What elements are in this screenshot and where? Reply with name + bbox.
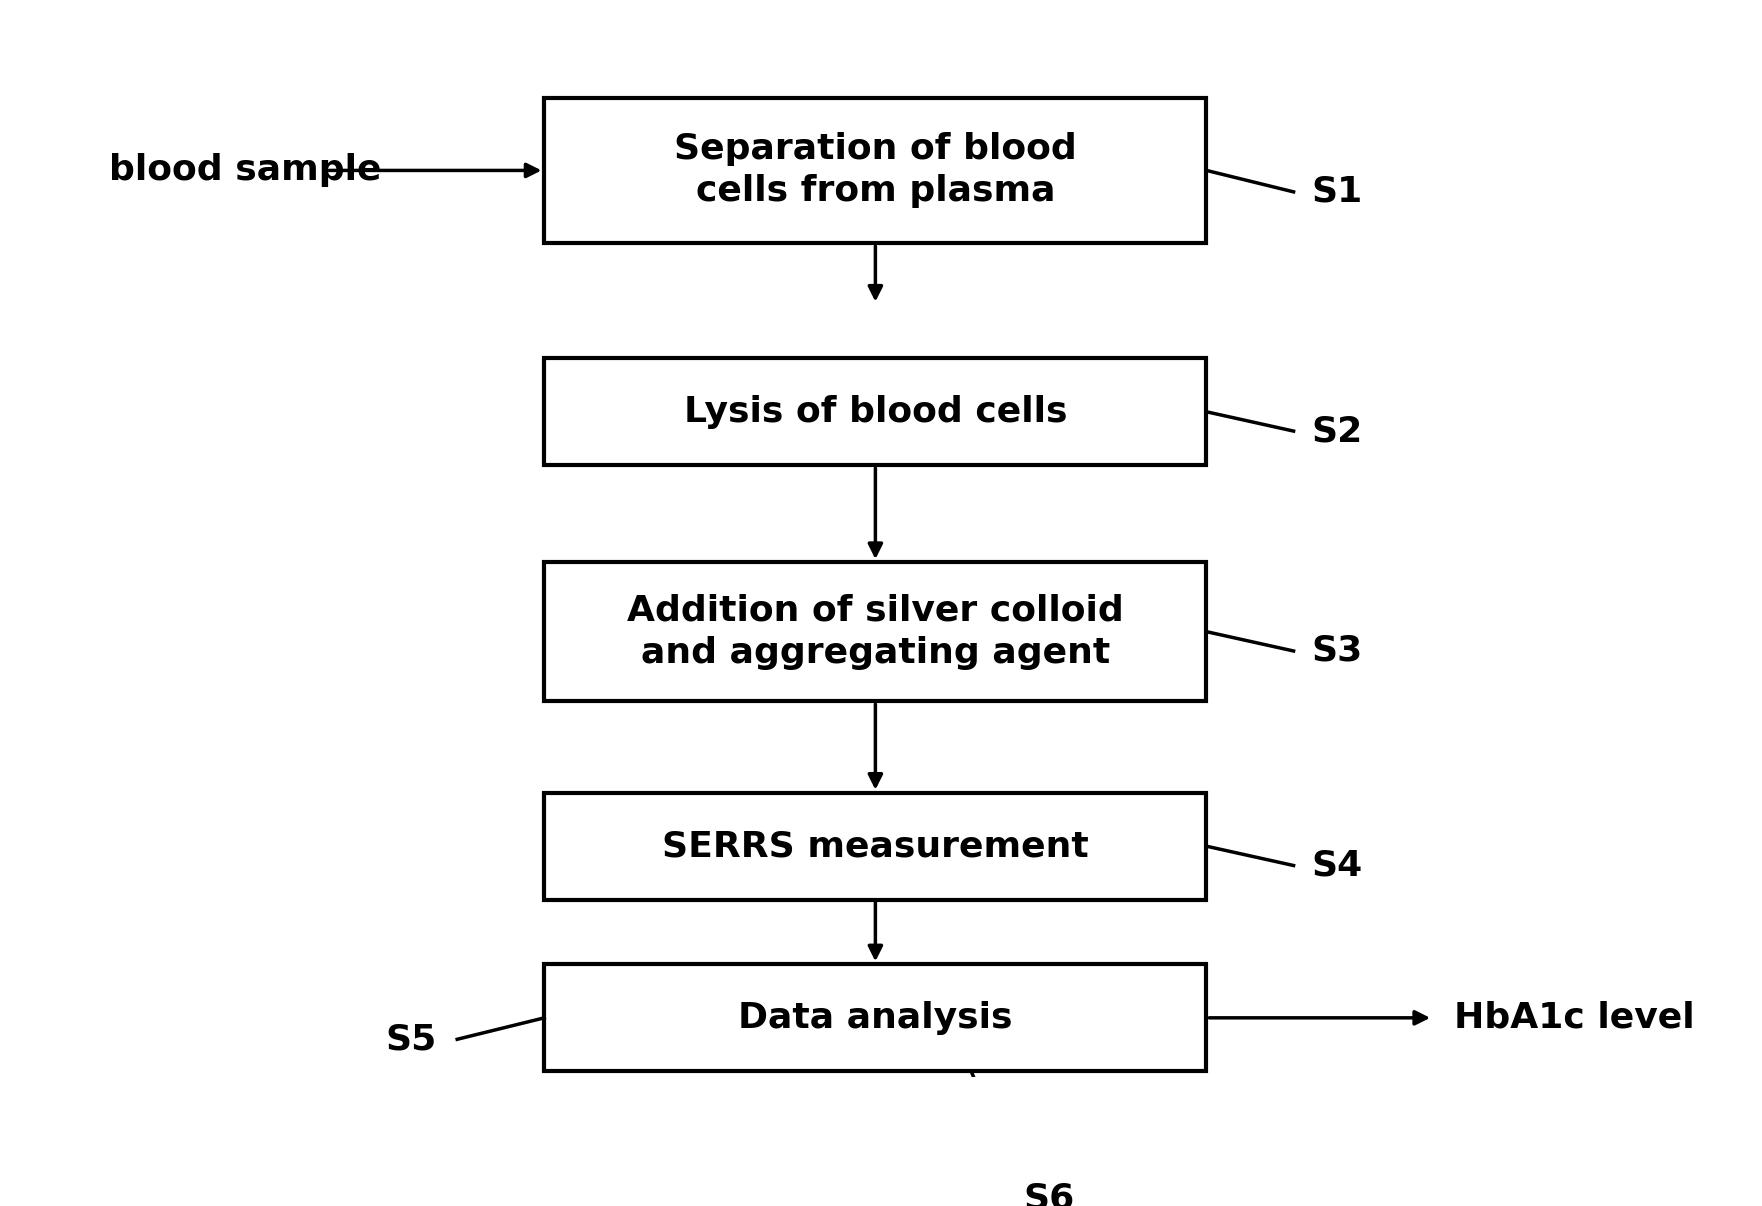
Text: Addition of silver colloid
and aggregating agent: Addition of silver colloid and aggregati…: [627, 593, 1124, 669]
Text: S4: S4: [1311, 849, 1362, 883]
Text: S6: S6: [1024, 1182, 1075, 1206]
Bar: [544, 792, 1207, 900]
Text: HbA1c level: HbA1c level: [1454, 1001, 1695, 1035]
Text: Separation of blood
cells from plasma: Separation of blood cells from plasma: [675, 133, 1077, 209]
Text: Lysis of blood cells: Lysis of blood cells: [684, 394, 1068, 429]
Text: blood sample: blood sample: [109, 153, 381, 187]
Bar: [544, 358, 1207, 466]
Text: SERRS measurement: SERRS measurement: [663, 830, 1089, 863]
Bar: [544, 965, 1207, 1071]
Text: S3: S3: [1311, 634, 1362, 668]
Bar: [544, 98, 1207, 242]
Text: Data analysis: Data analysis: [738, 1001, 1013, 1035]
Bar: [544, 562, 1207, 702]
Text: S5: S5: [386, 1023, 437, 1056]
Text: S2: S2: [1311, 414, 1362, 449]
Text: S1: S1: [1311, 175, 1362, 209]
